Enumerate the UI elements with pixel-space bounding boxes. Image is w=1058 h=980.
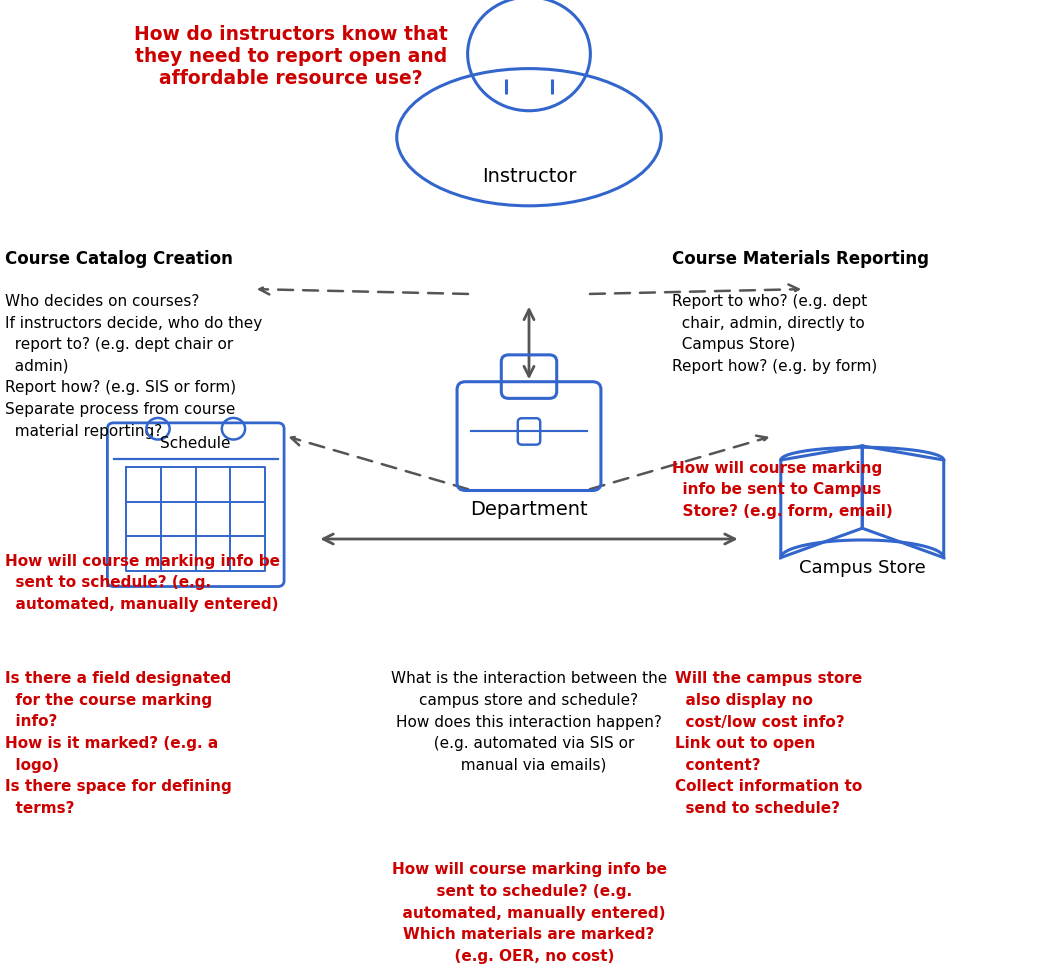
Text: How will course marking
  info be sent to Campus
  Store? (e.g. form, email): How will course marking info be sent to … bbox=[672, 461, 893, 518]
Text: Campus Store: Campus Store bbox=[799, 559, 926, 576]
Text: How will course marking info be
  sent to schedule? (e.g.
  automated, manually : How will course marking info be sent to … bbox=[5, 554, 280, 612]
Text: How will course marking info be
  sent to schedule? (e.g.
  automated, manually : How will course marking info be sent to … bbox=[391, 862, 667, 963]
Text: What is the interaction between the
campus store and schedule?
How does this int: What is the interaction between the camp… bbox=[390, 671, 668, 772]
Text: Is there a field designated
  for the course marking
  info?
How is it marked? (: Is there a field designated for the cour… bbox=[5, 671, 232, 816]
Text: Will the campus store
  also display no
  cost/low cost info?
Link out to open
 : Will the campus store also display no co… bbox=[675, 671, 862, 816]
Text: Report to who? (e.g. dept
  chair, admin, directly to
  Campus Store)
Report how: Report to who? (e.g. dept chair, admin, … bbox=[672, 294, 877, 373]
Text: Course Catalog Creation: Course Catalog Creation bbox=[5, 250, 233, 268]
Text: How do instructors know that
they need to report open and
affordable resource us: How do instructors know that they need t… bbox=[134, 24, 448, 87]
Text: Instructor: Instructor bbox=[481, 167, 577, 185]
Text: Department: Department bbox=[470, 500, 588, 518]
Text: Course Materials Reporting: Course Materials Reporting bbox=[672, 250, 929, 268]
Text: Who decides on courses?
If instructors decide, who do they
  report to? (e.g. de: Who decides on courses? If instructors d… bbox=[5, 294, 262, 439]
FancyBboxPatch shape bbox=[506, 79, 552, 94]
Text: Schedule: Schedule bbox=[161, 436, 231, 452]
